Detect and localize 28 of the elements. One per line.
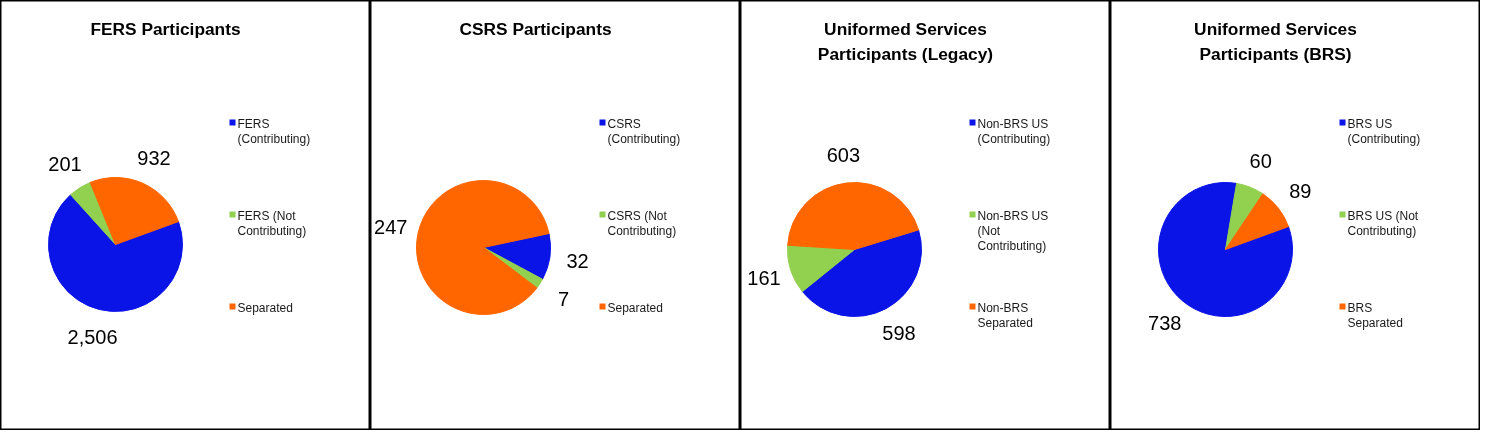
legend-label: FERS (Not Contributing) <box>237 208 307 238</box>
legend-label: Non-BRS US (Not Contributing) <box>977 208 1049 254</box>
data-label: 247 <box>374 215 408 238</box>
data-label: 603 <box>826 144 861 167</box>
data-label: 161 <box>747 267 781 290</box>
legend-label: CSRS (Contributing) <box>607 116 681 146</box>
legend-label: BRS Separated <box>1347 300 1403 330</box>
legend-label: Separated <box>237 300 293 315</box>
data-label: 598 <box>882 322 916 345</box>
data-label: 60 <box>1249 150 1272 173</box>
legend-label: Non-BRS Separated <box>977 300 1033 330</box>
legend-label: Separated <box>607 300 663 315</box>
legend-label: BRS US (Not Contributing) <box>1347 208 1419 238</box>
chart-title: CSRS Participants <box>459 18 612 39</box>
data-label: 738 <box>1148 311 1182 334</box>
data-label: 89 <box>1289 179 1312 202</box>
legend-label: Non-BRS US (Contributing) <box>977 116 1051 146</box>
data-label: 7 <box>557 287 570 310</box>
data-label: 201 <box>48 153 82 176</box>
legend-label: FERS (Contributing) <box>237 116 311 146</box>
chart-title: Uniformed Services Participants (BRS) <box>1194 18 1357 64</box>
chart-title: Uniformed Services Participants (Legacy) <box>817 18 994 64</box>
legend-label: CSRS (Not Contributing) <box>607 208 677 238</box>
legend-label: BRS US (Contributing) <box>1347 116 1421 146</box>
data-label: 32 <box>566 249 589 272</box>
chart-title: FERS Participants <box>90 18 241 39</box>
data-label: 932 <box>137 146 171 169</box>
data-label: 2,506 <box>67 325 118 348</box>
